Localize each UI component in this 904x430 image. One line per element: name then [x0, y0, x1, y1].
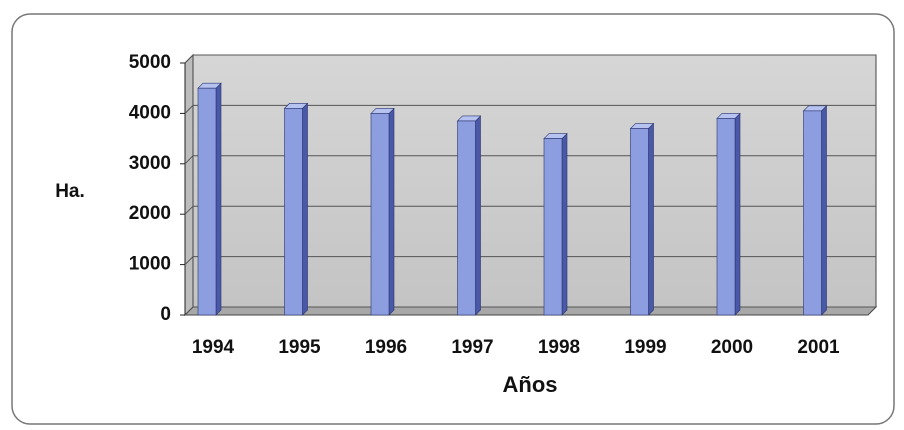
- bar-side: [215, 82, 222, 316]
- x-tick-label: 1996: [365, 337, 407, 358]
- x-tick-label: 1998: [538, 337, 580, 358]
- bar-side: [302, 102, 308, 316]
- bar-side: [475, 115, 481, 316]
- bar-side: [388, 107, 395, 316]
- bar-side: [821, 105, 827, 316]
- y-tick-label: 1000: [129, 254, 171, 275]
- bar: [197, 87, 217, 316]
- x-axis-label: Años: [503, 372, 558, 397]
- bar: [457, 120, 476, 316]
- bar: [803, 110, 822, 316]
- bar: [630, 128, 649, 316]
- y-tick-label: 3000: [129, 153, 171, 174]
- y-tick-label: 2000: [129, 203, 171, 224]
- y-tick-label: 4000: [129, 102, 171, 123]
- bar-side: [734, 112, 741, 316]
- bar: [370, 113, 390, 316]
- x-tick-label: 1999: [624, 337, 666, 358]
- bar: [284, 108, 303, 316]
- y-axis-label: Ha.: [55, 181, 85, 202]
- y-tick-label: 5000: [129, 52, 171, 73]
- grid-line: [184, 104, 876, 114]
- grid-line: [184, 54, 876, 64]
- y-tick-label: 0: [160, 304, 171, 325]
- bar: [716, 118, 736, 316]
- x-tick-label: 1994: [192, 337, 235, 358]
- side-wall: [184, 53, 194, 317]
- x-tick-label: 1997: [451, 337, 493, 358]
- x-tick-label: 2000: [711, 337, 753, 358]
- x-tick-label: 2001: [797, 337, 840, 358]
- bar: [543, 138, 563, 316]
- bar-side: [648, 122, 654, 316]
- bar-side: [561, 132, 568, 316]
- x-tick-label: 1995: [278, 337, 321, 358]
